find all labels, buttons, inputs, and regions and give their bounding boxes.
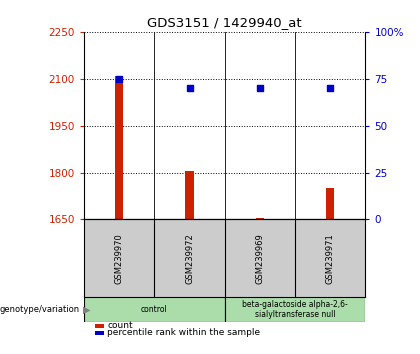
Title: GDS3151 / 1429940_at: GDS3151 / 1429940_at bbox=[147, 16, 302, 29]
Text: ▶: ▶ bbox=[83, 305, 90, 315]
Text: count: count bbox=[107, 321, 133, 330]
Point bbox=[186, 85, 193, 91]
Text: GSM239972: GSM239972 bbox=[185, 233, 194, 284]
Point bbox=[327, 85, 333, 91]
Text: control: control bbox=[141, 305, 168, 314]
Bar bbox=[84, 297, 225, 322]
Text: GSM239970: GSM239970 bbox=[115, 233, 123, 284]
Text: beta-galactoside alpha-2,6-
sialyltransferase null: beta-galactoside alpha-2,6- sialyltransf… bbox=[242, 300, 348, 319]
Bar bbox=[256, 218, 264, 219]
Bar bbox=[326, 188, 334, 219]
Text: GSM239971: GSM239971 bbox=[326, 233, 335, 284]
Text: GSM239969: GSM239969 bbox=[255, 233, 264, 284]
Point bbox=[116, 76, 123, 81]
Bar bbox=[185, 171, 194, 219]
Bar bbox=[225, 297, 365, 322]
Point bbox=[257, 85, 263, 91]
Bar bbox=[115, 76, 123, 219]
Text: genotype/variation: genotype/variation bbox=[0, 305, 80, 314]
Text: percentile rank within the sample: percentile rank within the sample bbox=[107, 328, 260, 337]
